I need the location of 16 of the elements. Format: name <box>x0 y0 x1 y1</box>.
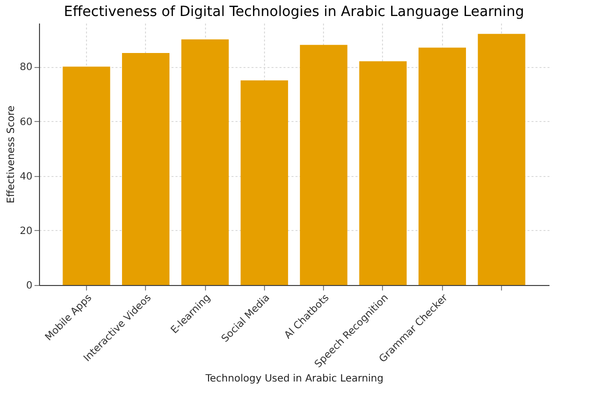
y-tick-label: 80 <box>20 62 32 74</box>
x-axis-title: Technology Used in Arabic Learning <box>204 374 384 385</box>
bar <box>122 53 170 285</box>
bar <box>359 61 407 285</box>
y-tick-label: 0 <box>26 280 32 292</box>
bar <box>62 66 110 285</box>
bar <box>478 34 526 285</box>
bar <box>300 44 348 285</box>
y-tick-label: 40 <box>20 171 32 182</box>
bar <box>181 39 229 285</box>
y-axis-title: Effectiveness Score <box>6 106 17 204</box>
chart-title: Effectiveness of Digital Technologies in Arabic Language Learning <box>64 4 524 20</box>
bar <box>240 80 288 285</box>
bar <box>418 48 466 285</box>
y-tick-label: 60 <box>20 116 32 128</box>
y-tick-label: 20 <box>20 226 32 237</box>
